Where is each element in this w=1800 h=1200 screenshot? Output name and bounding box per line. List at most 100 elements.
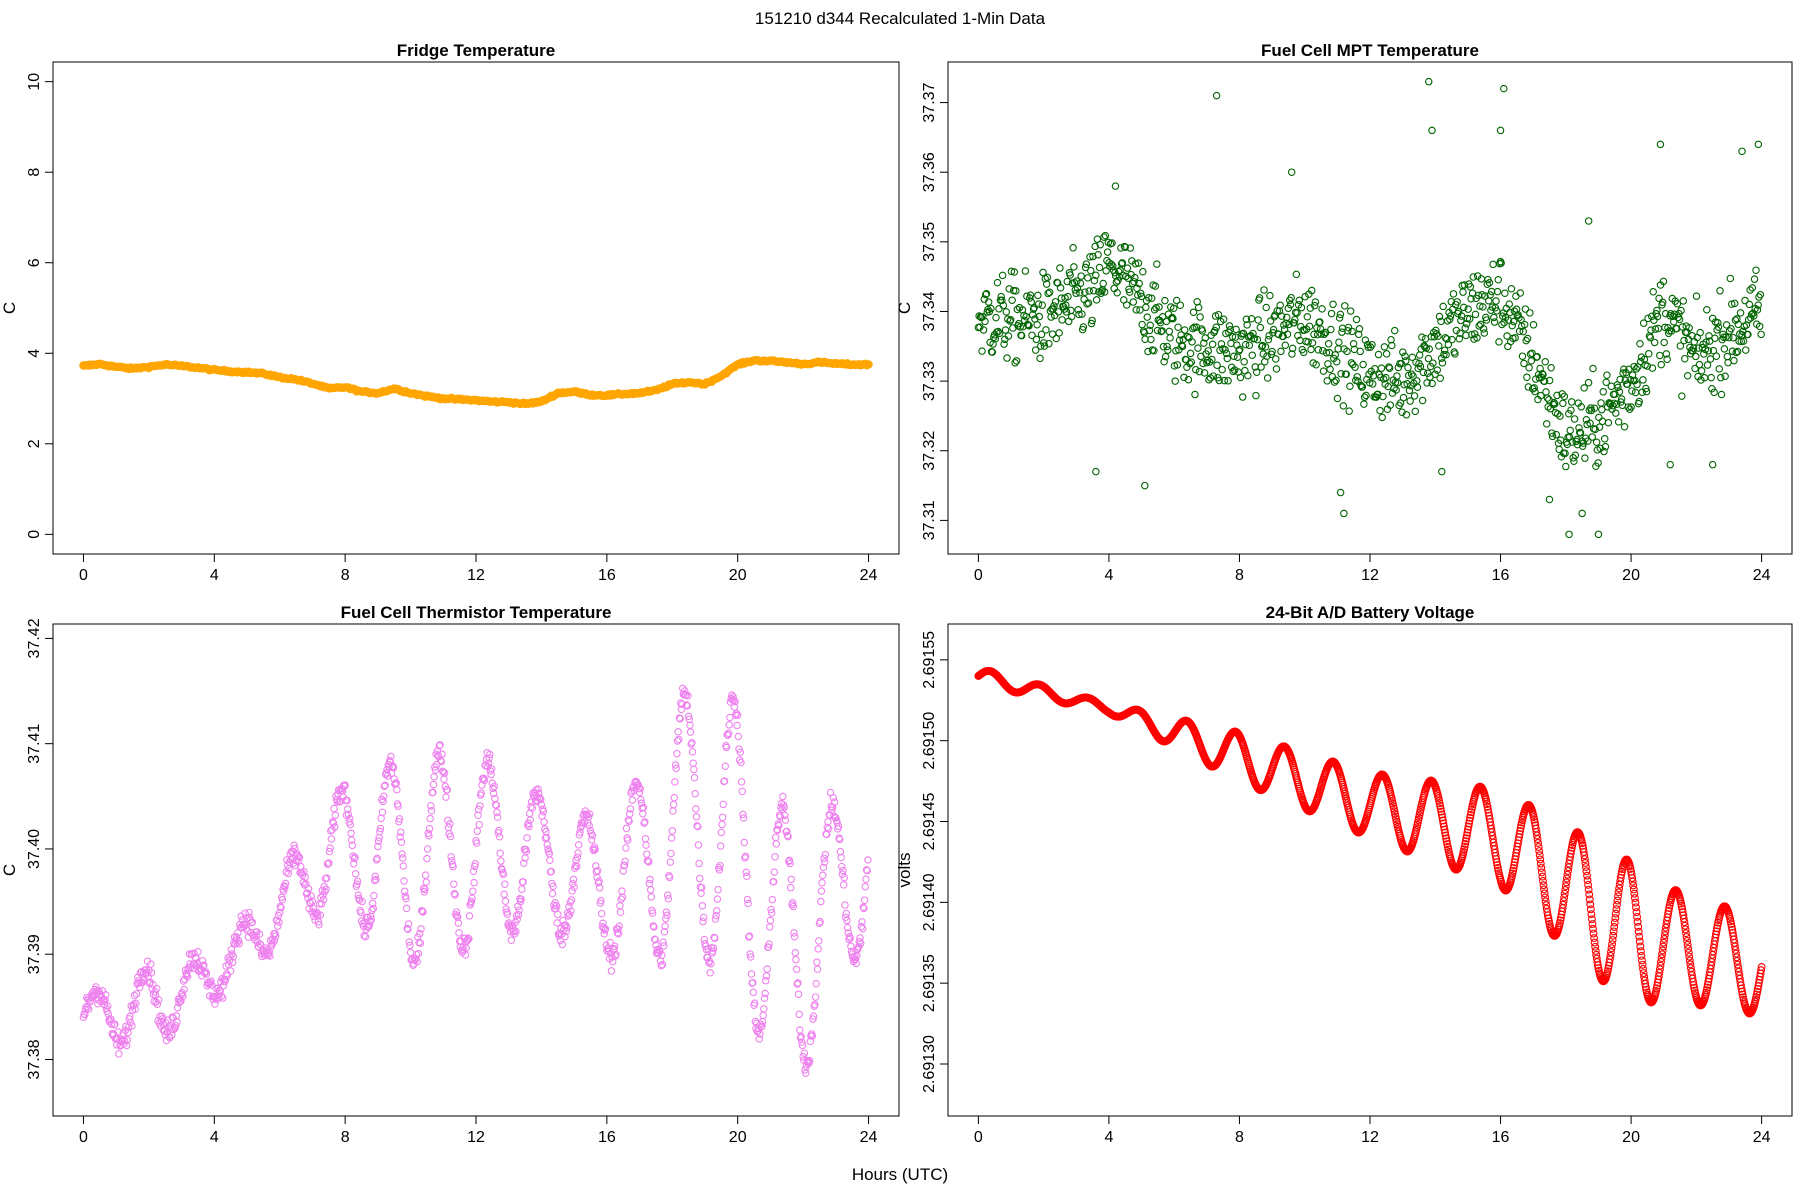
- data-point: [1393, 378, 1402, 387]
- data-point: [1648, 364, 1657, 372]
- data-point: [1304, 338, 1312, 346]
- data-point: [1680, 921, 1689, 930]
- data-point: [637, 799, 646, 807]
- x-tick-label: 0: [974, 567, 983, 584]
- data-point: [659, 938, 667, 947]
- data-point: [1200, 339, 1208, 347]
- data-point: [1707, 373, 1715, 382]
- data-point: [451, 891, 459, 899]
- data-point: [1479, 325, 1488, 333]
- data-point: [514, 910, 523, 919]
- data-point: [756, 1030, 764, 1038]
- data-point: [1141, 481, 1149, 490]
- data-point: [1589, 364, 1597, 373]
- data-point: [1757, 966, 1766, 975]
- data-point: [814, 945, 822, 953]
- y-tick-label: 2: [26, 439, 43, 448]
- data-point: [1510, 861, 1519, 870]
- data-point: [698, 902, 707, 910]
- data-point: [245, 908, 253, 917]
- data-point: [1560, 392, 1569, 401]
- data-point: [1525, 363, 1533, 372]
- data-point: [805, 1056, 814, 1065]
- data-point: [1483, 802, 1492, 811]
- data-point: [699, 917, 707, 926]
- data-point: [704, 945, 713, 953]
- data-point: [402, 894, 410, 903]
- data-point: [1601, 442, 1610, 451]
- data-point: [1316, 325, 1325, 333]
- data-point: [475, 820, 484, 829]
- data-point: [1567, 406, 1575, 414]
- data-point: [497, 857, 505, 865]
- data-point: [526, 816, 535, 824]
- data-point: [1559, 399, 1567, 408]
- data-point: [399, 862, 408, 870]
- data-point: [1733, 347, 1742, 356]
- data-point: [1632, 365, 1641, 373]
- data-point: [1307, 345, 1315, 354]
- y-tick-label: 37.34: [921, 291, 938, 331]
- data-point: [1580, 384, 1588, 392]
- data-point: [1570, 415, 1579, 423]
- data-point: [331, 811, 340, 820]
- data-point: [1590, 404, 1599, 412]
- data-point: [1607, 944, 1616, 953]
- data-point: [1345, 407, 1353, 415]
- data-point: [1564, 867, 1572, 875]
- data-point: [975, 312, 983, 320]
- data-point: [1493, 287, 1502, 296]
- data-point: [316, 911, 325, 919]
- data-point: [211, 1000, 219, 1008]
- data-point: [567, 907, 575, 915]
- data-point: [454, 919, 463, 927]
- data-point: [1628, 874, 1637, 882]
- data-point: [1423, 379, 1431, 387]
- x-tick-label: 8: [1235, 1129, 1244, 1146]
- data-point: [1507, 284, 1516, 293]
- data-point: [684, 692, 692, 700]
- data-point: [1669, 312, 1677, 321]
- data-point: [662, 908, 671, 916]
- y-axis-label: volts: [895, 853, 914, 888]
- data-point: [403, 924, 412, 933]
- x-tick-label: 24: [1753, 567, 1771, 584]
- data-point: [1280, 321, 1288, 329]
- data-point: [1205, 358, 1214, 366]
- data-point: [1262, 303, 1270, 312]
- y-tick-label: 2.69130: [921, 1035, 938, 1093]
- data-point: [620, 861, 629, 870]
- data-point: [431, 763, 439, 771]
- data-point: [179, 977, 188, 985]
- data-point: [1034, 291, 1042, 300]
- data-point: [1123, 264, 1132, 272]
- y-tick-label: 37.41: [26, 724, 43, 764]
- plot-title: Fridge Temperature: [397, 41, 555, 60]
- data-point: [470, 878, 478, 887]
- data-point: [1311, 298, 1320, 306]
- data-point: [1598, 405, 1606, 414]
- data-point: [674, 727, 682, 736]
- data-point: [1266, 291, 1274, 300]
- data-point: [1471, 310, 1480, 319]
- data-point: [1727, 324, 1735, 333]
- data-point: [1096, 240, 1105, 249]
- data-point: [718, 813, 727, 822]
- data-point: [1145, 326, 1154, 335]
- data-point: [1566, 426, 1574, 435]
- data-point: [1584, 217, 1593, 225]
- data-point: [1545, 376, 1554, 385]
- y-tick-label: 10: [26, 73, 43, 91]
- data-point: [1336, 310, 1345, 319]
- data-point: [1132, 306, 1141, 314]
- data-point: [1561, 882, 1570, 891]
- data-point: [518, 885, 526, 893]
- data-point: [697, 883, 706, 892]
- data-point: [616, 902, 624, 910]
- data-point: [275, 918, 283, 926]
- data-point: [1230, 366, 1239, 374]
- data-point: [856, 934, 864, 942]
- data-point: [743, 872, 751, 880]
- data-point: [1008, 296, 1016, 305]
- data-point: [1565, 530, 1573, 539]
